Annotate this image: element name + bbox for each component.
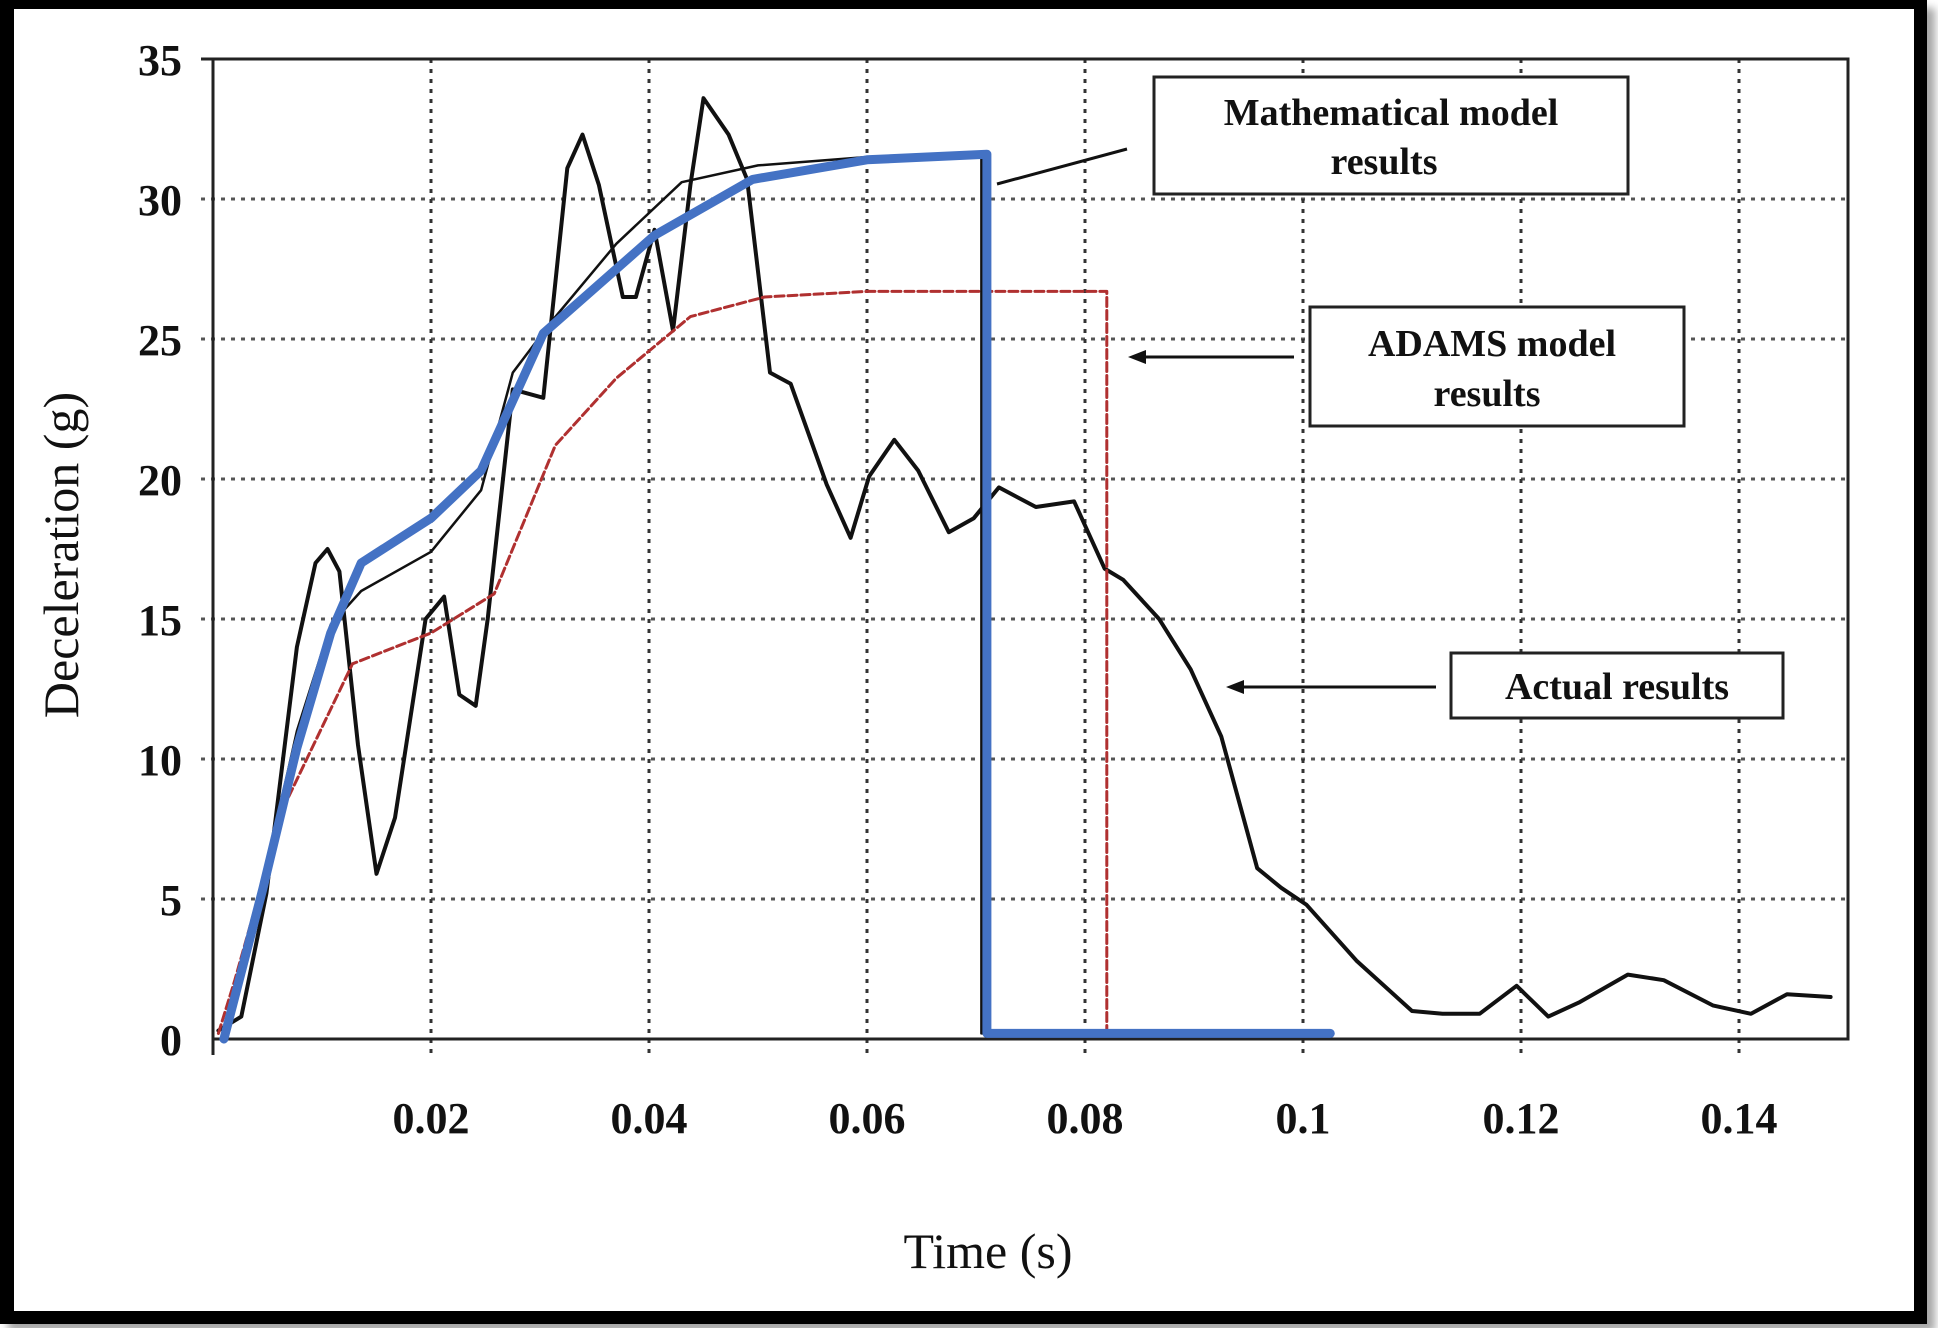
arrowhead-adams-icon (1128, 350, 1146, 364)
series-actual (216, 96, 1833, 1033)
x-tick-label: 0.14 (1701, 1094, 1778, 1143)
y-tick-label: 10 (138, 736, 182, 785)
annotation-math-arrow (996, 147, 1128, 186)
y-tick-label: 35 (138, 36, 182, 85)
y-axis-title: Deceleration (g) (33, 392, 89, 718)
x-axis-title: Time (s) (903, 1223, 1072, 1279)
y-axis-ticks: 0 5 10 15 20 25 30 35 (138, 36, 182, 1065)
annotation-box-adams (1308, 305, 1686, 428)
y-tick-label: 5 (160, 876, 182, 925)
x-tick-label: 0.12 (1483, 1094, 1560, 1143)
x-tick-label: 0.1 (1276, 1094, 1331, 1143)
series-adams (216, 289, 1196, 1035)
annotation-actual-line1: Actual results (1505, 666, 1729, 708)
y-tick-label: 20 (138, 456, 182, 505)
x-tick-label: 0.04 (611, 1094, 688, 1143)
annotations: Mathematical model results ADAMS model r… (996, 75, 1785, 720)
series-lines (216, 96, 1833, 1044)
plot-area-border (211, 57, 1850, 1041)
annotation-mathematical-model: Mathematical model results (996, 75, 1630, 196)
annotation-adams-line2: results (1434, 373, 1541, 415)
y-tick-label: 0 (160, 1016, 182, 1065)
annotation-box-actual (1449, 651, 1785, 720)
annotation-math-line1: Mathematical model (1224, 92, 1559, 134)
annotation-box-math (1152, 75, 1630, 196)
annotation-adams-line1: ADAMS model (1368, 323, 1616, 365)
series-mathematical-thick (219, 149, 1335, 1044)
y-tick-label: 30 (138, 176, 182, 225)
x-tick-label: 0.06 (829, 1094, 906, 1143)
annotation-adams-model: ADAMS model results (1128, 305, 1686, 428)
y-tick-label: 15 (138, 596, 182, 645)
y-tick-label: 25 (138, 316, 182, 365)
x-axis-ticks: 0.02 0.04 0.06 0.08 0.1 0.12 0.14 (393, 1094, 1778, 1143)
x-tick-label: 0.02 (393, 1094, 470, 1143)
series-mathematical (222, 152, 1000, 1041)
annotation-math-line2: results (1331, 141, 1438, 183)
grid-lines (201, 57, 1848, 1055)
annotation-actual-results: Actual results (1226, 651, 1785, 720)
arrowhead-actual-icon (1226, 680, 1244, 694)
x-tick-label: 0.08 (1047, 1094, 1124, 1143)
